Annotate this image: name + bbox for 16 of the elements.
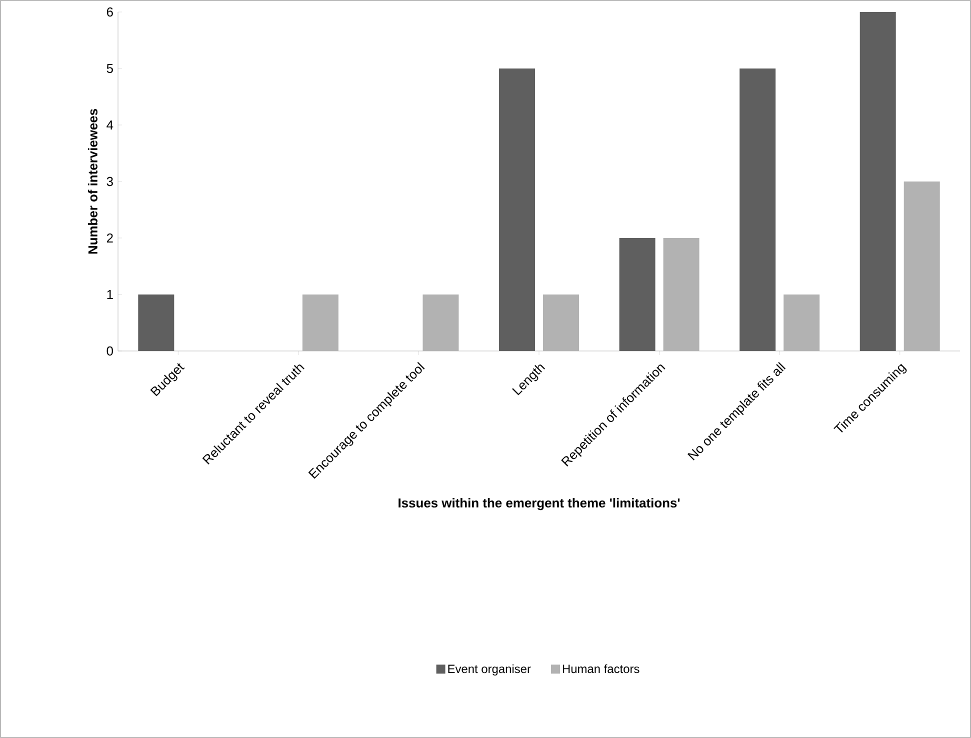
legend-label: Human factors [562,664,640,674]
y-tick-label: 4 [106,120,114,130]
y-tick-label: 3 [106,176,113,186]
y-tick-label: 6 [106,7,113,17]
bar [619,238,656,351]
y-tick-label: 5 [106,64,113,74]
y-tick-label: 2 [106,233,113,243]
bar [499,68,536,351]
legend-label: Event organiser [448,664,531,676]
y-tick-label: 1 [107,290,113,299]
y-tick-label: 0 [106,346,113,356]
bar [860,12,896,351]
bar [740,68,776,351]
y-axis-title: Number of interviewees [88,108,98,254]
bar [138,294,174,351]
x-axis-title: Issues within the emergent theme 'limitations' [398,498,680,510]
